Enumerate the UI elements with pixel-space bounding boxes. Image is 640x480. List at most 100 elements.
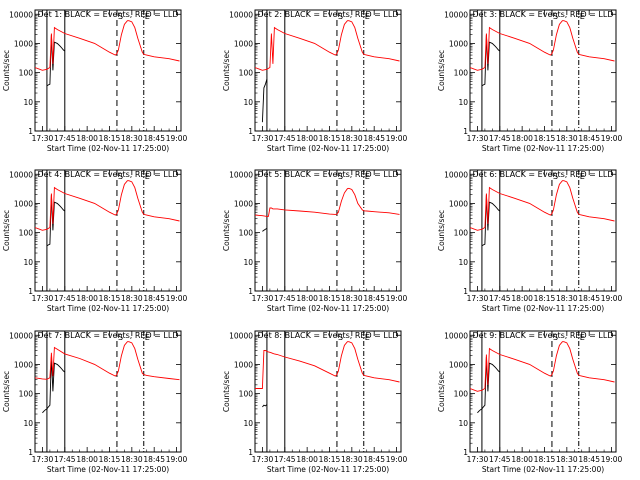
y-tick-label: 10 (243, 258, 253, 267)
y-tick-label: 100 (19, 390, 34, 399)
x-tick-label: 18:30 (121, 294, 143, 303)
x-tick-label: 17:30 (32, 294, 54, 303)
x-tick-label: 18:00 (76, 134, 98, 143)
y-tick-label: 1 (28, 127, 33, 136)
plot-frame (469, 169, 617, 292)
marker-label: E (145, 333, 150, 342)
panel-det-4: 1 10 100 1000 10000 17:30 17:45 18:00 18:15 18:30… (2, 169, 188, 313)
marker-label: E (145, 12, 150, 21)
series-lld (35, 180, 180, 231)
series-lld (255, 187, 400, 217)
y-tick-label: 1000 (449, 199, 468, 208)
marker-label: S (118, 12, 123, 21)
plot-frame (469, 9, 617, 132)
marker-label: S (118, 172, 123, 181)
y-tick-label: 10 (458, 258, 468, 267)
x-tick-label: 18:15 (534, 455, 556, 464)
series-group (255, 20, 400, 123)
marker-label: S (553, 12, 558, 21)
x-tick-label: 19:00 (166, 455, 188, 464)
x-tick-label: 18:45 (143, 294, 165, 303)
series-events (261, 78, 268, 123)
panel-det-3: 1 10 100 1000 10000 17:30 17:45 18:00 18:15 18:30… (437, 9, 623, 153)
plot-frame (254, 9, 402, 132)
y-tick-label: 10000 (444, 331, 468, 340)
x-tick-label: 19:00 (386, 134, 408, 143)
series-group (255, 187, 400, 232)
panel-det-9: 1 10 100 1000 10000 17:30 17:45 18:00 18:15 18:30… (437, 330, 623, 474)
y-tick-label: 10 (23, 419, 33, 428)
x-tick-label: 17:45 (489, 134, 511, 143)
y-tick-label: 1 (463, 448, 468, 457)
x-tick-label: 18:45 (578, 455, 600, 464)
marker-label: E (580, 172, 585, 181)
x-tick-label: 17:30 (467, 455, 489, 464)
marker-label: S (338, 12, 343, 21)
series-group (35, 341, 180, 414)
panel-title: Det 6: BLACK = Events, RED = LLD (473, 170, 614, 179)
x-tick-label: 18:45 (578, 294, 600, 303)
y-tick-label: 1000 (14, 360, 33, 369)
y-tick-label: 1000 (234, 360, 253, 369)
y-axis-label: Counts/sec (437, 210, 446, 251)
x-tick-label: 17:30 (467, 294, 489, 303)
panel-det-6: 1 10 100 1000 10000 17:30 17:45 18:00 18:15 18:30… (437, 169, 623, 313)
y-tick-label: 1000 (14, 39, 33, 48)
x-tick-label: 18:00 (296, 455, 318, 464)
series-events (46, 194, 66, 247)
x-tick-label: 18:30 (556, 455, 578, 464)
x-tick-label: 17:45 (274, 134, 296, 143)
y-axis-label: Counts/sec (437, 50, 446, 91)
x-tick-label: 18:00 (296, 294, 318, 303)
y-tick-label: 1000 (449, 39, 468, 48)
x-tick-label: 18:30 (341, 134, 363, 143)
y-tick-label: 10 (458, 419, 468, 428)
y-axis-label: Counts/sec (222, 371, 231, 412)
y-tick-label: 100 (239, 390, 254, 399)
x-tick-label: 18:00 (511, 455, 533, 464)
y-tick-label: 1 (463, 127, 468, 136)
y-tick-label: 100 (239, 69, 254, 78)
x-tick-label: 18:45 (578, 134, 600, 143)
x-tick-label: 18:30 (556, 134, 578, 143)
panel-det-7: 1 10 100 1000 10000 17:30 17:45 18:00 18:15 18:30… (2, 330, 188, 474)
x-tick-label: 18:15 (99, 455, 121, 464)
y-tick-label: 1000 (234, 199, 253, 208)
plot-frame (254, 169, 402, 292)
panel-title: Det 4: BLACK = Events, RED = LLD (38, 170, 179, 179)
x-tick-label: 18:45 (143, 455, 165, 464)
x-tick-label: 17:45 (489, 294, 511, 303)
x-tick-label: 18:45 (363, 455, 385, 464)
plot-frame (469, 330, 617, 453)
panel-title: Det 2: BLACK = Events, RED = LLD (258, 10, 399, 19)
marker-label: S (338, 333, 343, 342)
y-tick-label: 1 (463, 287, 468, 296)
marker-label: S (338, 172, 343, 181)
x-tick-label: 18:00 (296, 134, 318, 143)
y-tick-label: 1000 (14, 199, 33, 208)
series-events (481, 194, 501, 247)
series-lld (255, 341, 400, 389)
x-tick-label: 18:15 (319, 455, 341, 464)
series-group (255, 341, 400, 408)
x-tick-label: 18:45 (143, 134, 165, 143)
series-events (481, 34, 501, 87)
x-tick-label: 18:30 (121, 455, 143, 464)
series-events (42, 356, 66, 414)
marker-label: E (580, 333, 585, 342)
y-axis-label: Counts/sec (222, 210, 231, 251)
x-tick-label: 18:15 (319, 294, 341, 303)
x-tick-label: 17:30 (252, 294, 274, 303)
x-tick-label: 17:45 (274, 294, 296, 303)
panel-title: Det 9: BLACK = Events, RED = LLD (473, 331, 614, 340)
x-tick-label: 18:15 (99, 294, 121, 303)
x-tick-label: 17:30 (252, 455, 274, 464)
series-group (35, 20, 180, 87)
y-tick-label: 1000 (234, 39, 253, 48)
x-tick-label: 17:45 (54, 294, 76, 303)
x-tick-label: 18:00 (76, 294, 98, 303)
x-axis-label: Start Time (02-Nov-11 17:25:00) (482, 465, 604, 474)
x-tick-label: 18:45 (363, 134, 385, 143)
x-tick-label: 19:00 (386, 294, 408, 303)
x-tick-label: 19:00 (386, 455, 408, 464)
